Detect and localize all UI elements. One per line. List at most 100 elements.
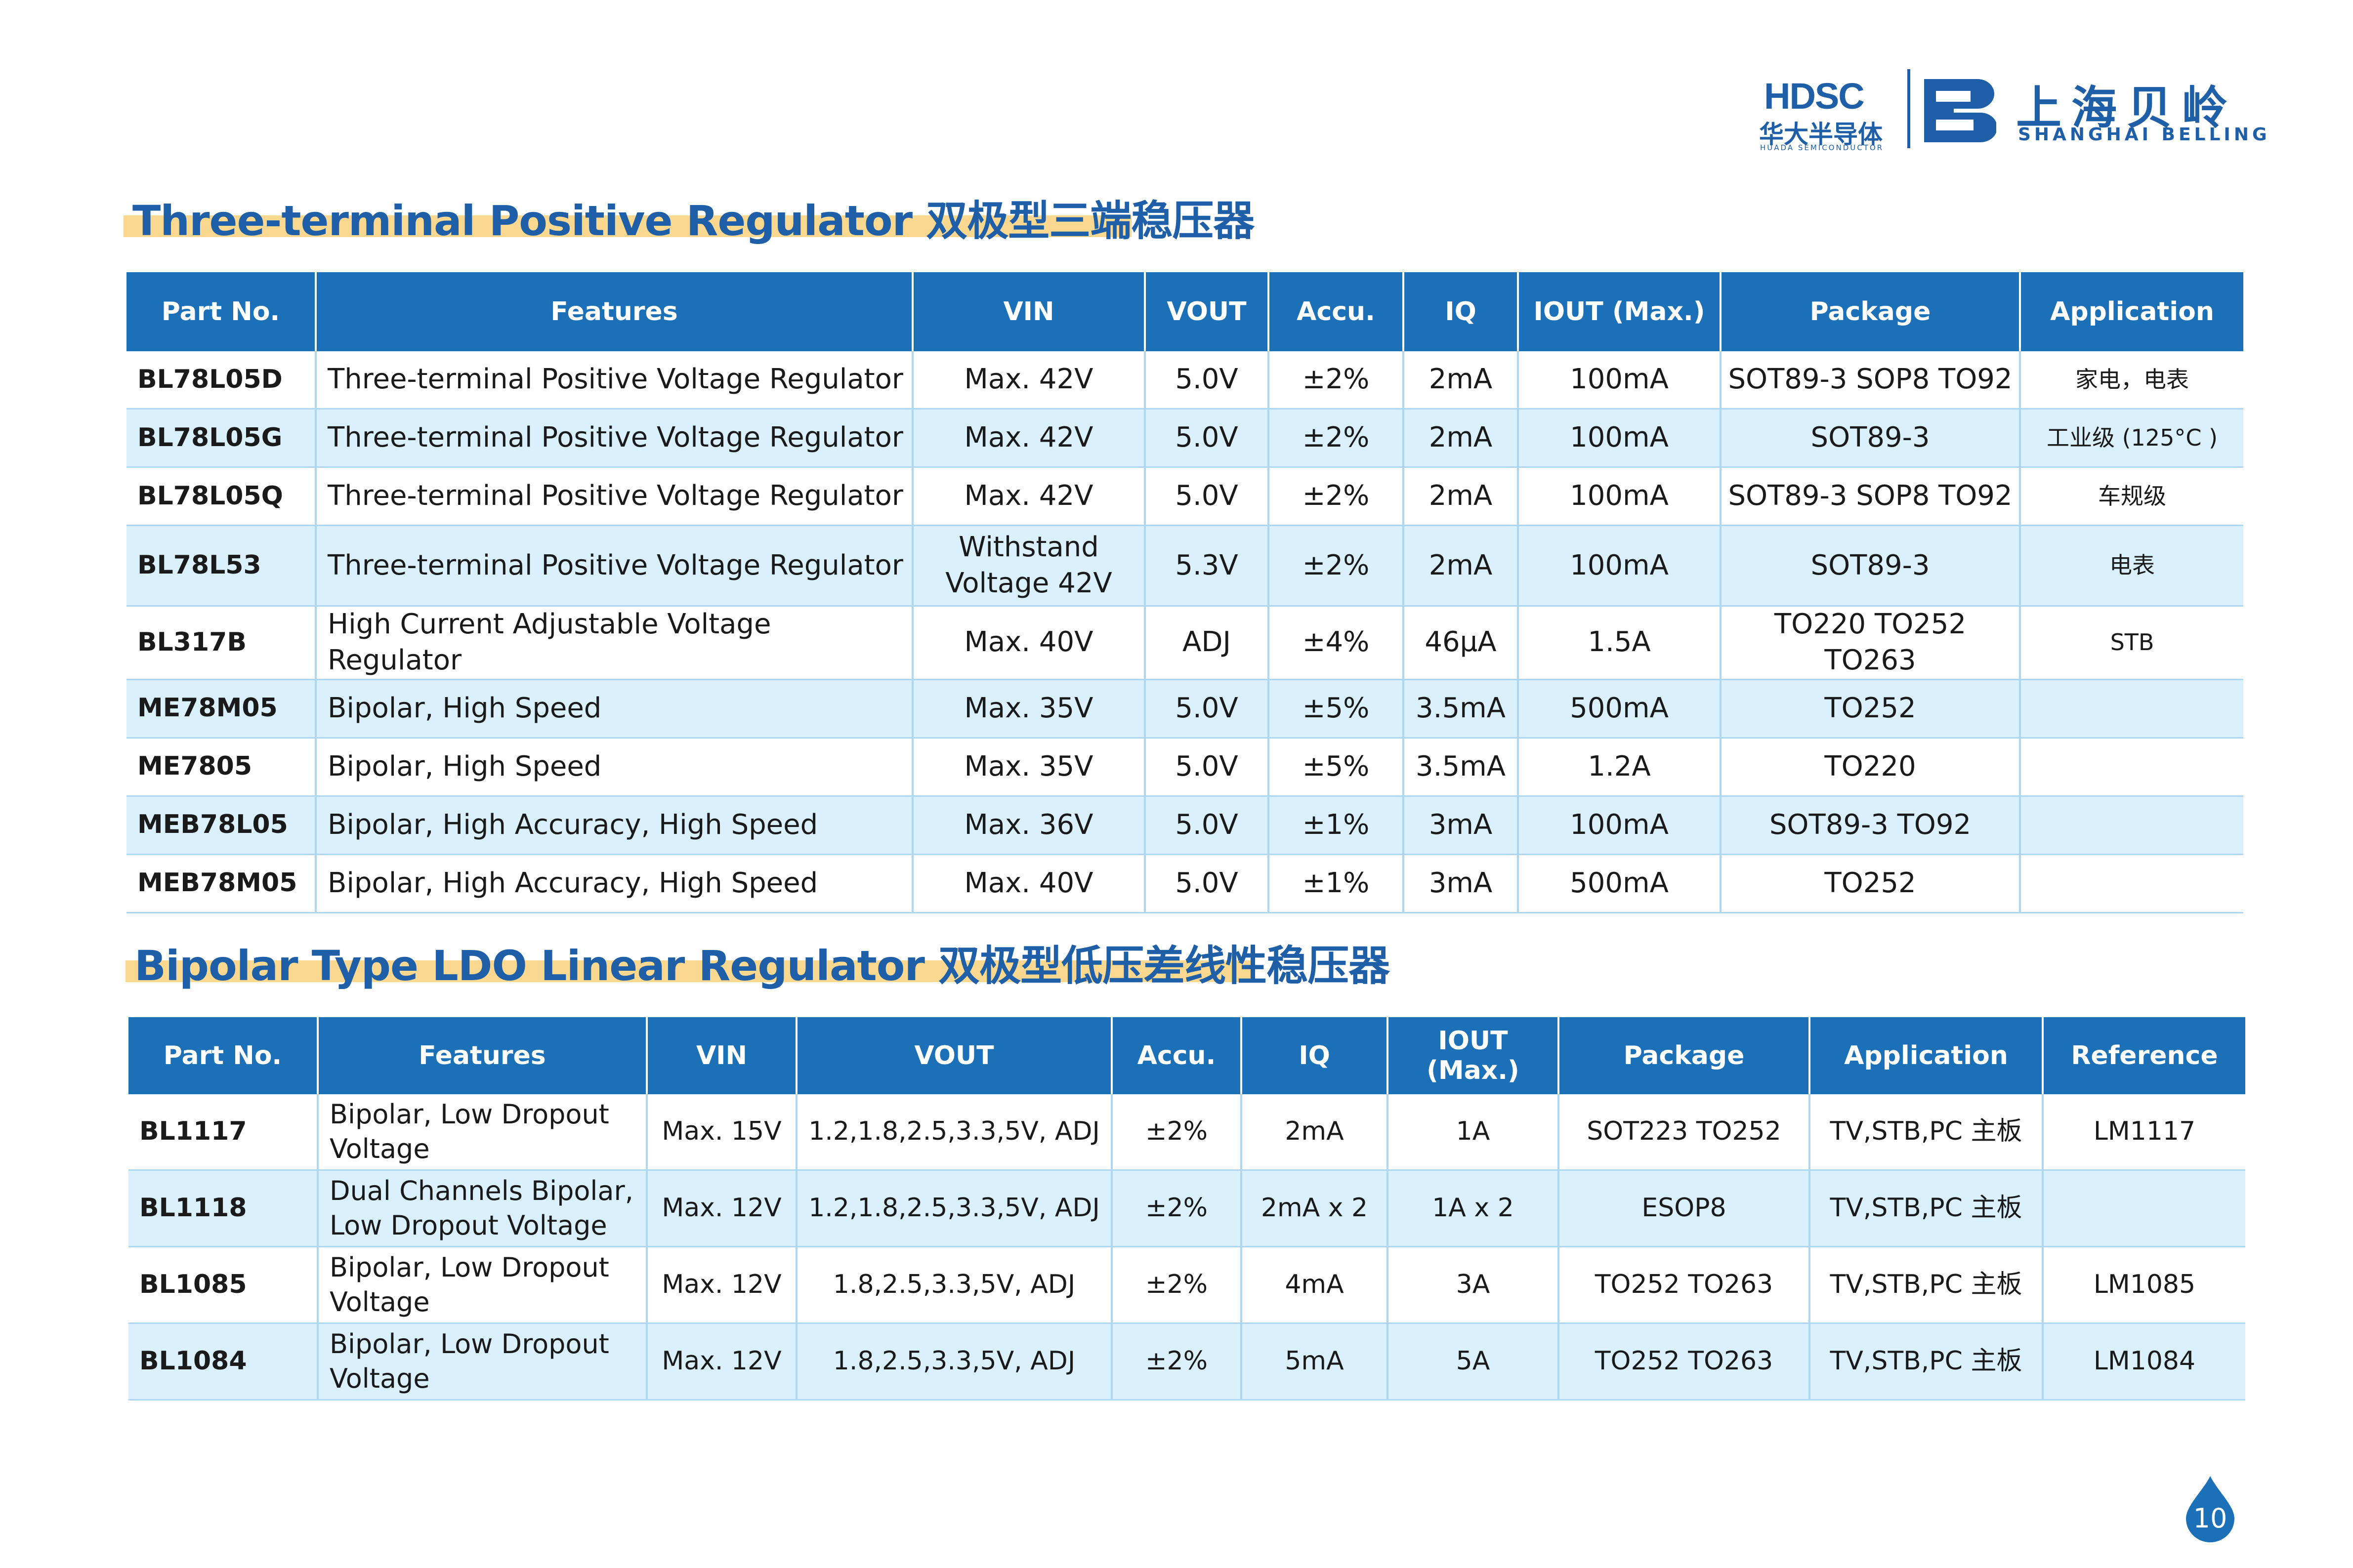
vout-cell: 5.0V: [1144, 351, 1268, 410]
part-number: BL78L53: [126, 525, 316, 607]
accuracy-cell: ±2%: [1111, 1094, 1241, 1171]
brand-logos: HDSC 华大半导体 HUADA SEMICONDUCTOR 上海贝岭 SHAN…: [1759, 69, 2267, 153]
table-row: BL1118 Dual Channels Bipolar, Low Dropou…: [128, 1170, 2245, 1247]
application-cell: STB: [2019, 606, 2243, 680]
page-number-badge: 10: [2183, 1474, 2237, 1543]
vin-cell: Max. 36V: [912, 796, 1145, 855]
part-number: BL1117: [128, 1094, 318, 1171]
accuracy-cell: ±2%: [1111, 1170, 1241, 1247]
iq-cell: 2mA: [1402, 467, 1518, 526]
features-cell: Bipolar, High Accuracy, High Speed: [315, 796, 913, 855]
part-number: ME78M05: [126, 679, 316, 739]
accuracy-cell: ±2%: [1111, 1323, 1241, 1401]
vout-cell: 5.0V: [1144, 854, 1268, 913]
column-header: Part No.: [126, 272, 316, 351]
section-title-bipolar-ldo: Bipolar Type LDO Linear Regulator 双极型低压差…: [126, 933, 1390, 990]
section-title-text: Three-terminal Positive Regulator 双极型三端稳…: [132, 197, 1255, 245]
accuracy-cell: ±2%: [1111, 1246, 1241, 1324]
column-header: VOUT: [1144, 272, 1268, 351]
column-header: IOUT (Max.): [1517, 272, 1721, 351]
belling-chinese-name: 上海贝岭: [2016, 82, 2238, 134]
table-row: BL317B High Current Adjustable Voltage R…: [126, 606, 2243, 680]
part-number: BL78L05G: [126, 409, 316, 468]
hdsc-logo: HDSC 华大半导体 HUADA SEMICONDUCTOR: [1759, 73, 1892, 152]
application-cell: TV,STB,PC 主板: [1808, 1246, 2043, 1324]
logo-divider: [1907, 69, 1910, 148]
iout-cell: 5A: [1387, 1323, 1558, 1401]
bipolar-ldo-regulator-table: Part No. Features VIN VOUT Accu. IQ IOUT…: [128, 1017, 2245, 1401]
part-number: BL78L05D: [126, 351, 316, 410]
iout-cell: 1.5A: [1517, 606, 1721, 680]
column-header: Part No.: [128, 1017, 318, 1094]
table-header-row: Part No. Features VIN VOUT Accu. IQ IOUT…: [128, 1017, 2245, 1094]
vout-cell: 5.0V: [1144, 738, 1268, 797]
column-header: VIN: [646, 1017, 797, 1094]
iq-cell: 3.5mA: [1402, 679, 1518, 739]
vin-cell: Max. 40V: [912, 854, 1145, 913]
features-cell: Bipolar, Low Dropout Voltage: [317, 1246, 647, 1324]
reference-cell: LM1084: [2042, 1323, 2245, 1401]
column-header: IQ: [1240, 1017, 1387, 1094]
column-header: VIN: [912, 272, 1145, 351]
water-drop-icon: [2186, 1476, 2234, 1542]
vin-cell: Withstand Voltage 42V: [912, 525, 1145, 607]
hdsc-english-name: HUADA SEMICONDUCTOR: [1760, 143, 1884, 152]
package-cell: TO252: [1720, 854, 2020, 913]
reference-cell: [2042, 1170, 2245, 1247]
iq-cell: 4mA: [1240, 1246, 1387, 1324]
features-cell: High Current Adjustable Voltage Regulato…: [315, 606, 913, 680]
iq-cell: 2mA x 2: [1240, 1170, 1387, 1247]
package-cell: TO252: [1720, 679, 2020, 739]
page-number: 10: [2193, 1503, 2227, 1534]
accuracy-cell: ±2%: [1267, 467, 1403, 526]
package-cell: TO220 TO252 TO263: [1720, 606, 2020, 680]
accuracy-cell: ±2%: [1267, 351, 1403, 410]
three-terminal-regulator-table: Part No. Features VIN VOUT Accu. IQ IOUT…: [126, 272, 2243, 913]
features-cell: Dual Channels Bipolar, Low Dropout Volta…: [317, 1170, 647, 1247]
accuracy-cell: ±1%: [1267, 854, 1403, 913]
iout-cell: 500mA: [1517, 679, 1721, 739]
package-cell: SOT89-3: [1720, 409, 2020, 468]
iq-cell: 46μA: [1402, 606, 1518, 680]
table-header-row: Part No. Features VIN VOUT Accu. IQ IOUT…: [126, 272, 2243, 351]
iout-cell: 100mA: [1517, 409, 1721, 468]
accuracy-cell: ±5%: [1267, 738, 1403, 797]
vout-cell: 5.0V: [1144, 467, 1268, 526]
iq-cell: 2mA: [1402, 409, 1518, 468]
column-header: Application: [2019, 272, 2243, 351]
column-header: Application: [1808, 1017, 2043, 1094]
column-header: Package: [1720, 272, 2020, 351]
package-cell: SOT89-3 SOP8 TO92: [1720, 467, 2020, 526]
application-cell: TV,STB,PC 主板: [1808, 1323, 2043, 1401]
features-cell: Three-terminal Positive Voltage Regulato…: [315, 525, 913, 607]
vout-cell: 1.8,2.5,3.3,5V, ADJ: [796, 1246, 1112, 1324]
iq-cell: 2mA: [1402, 351, 1518, 410]
iq-cell: 2mA: [1402, 525, 1518, 607]
iout-cell: 1.2A: [1517, 738, 1721, 797]
table-row: BL1084 Bipolar, Low Dropout Voltage Max.…: [128, 1323, 2245, 1401]
table-row: MEB78L05 Bipolar, High Accuracy, High Sp…: [126, 796, 2243, 855]
application-cell: 家电，电表: [2019, 351, 2243, 410]
application-cell: TV,STB,PC 主板: [1808, 1094, 2043, 1171]
table-row: MEB78M05 Bipolar, High Accuracy, High Sp…: [126, 854, 2243, 913]
vout-cell: 1.2,1.8,2.5,3.3,5V, ADJ: [796, 1094, 1112, 1171]
iout-cell: 3A: [1387, 1246, 1558, 1324]
part-number: BL1085: [128, 1246, 318, 1324]
column-header: VOUT: [796, 1017, 1112, 1094]
iout-cell: 500mA: [1517, 854, 1721, 913]
application-cell: [2019, 679, 2243, 739]
features-cell: Bipolar, Low Dropout Voltage: [317, 1094, 647, 1171]
part-number: BL78L05Q: [126, 467, 316, 526]
vout-cell: 1.8,2.5,3.3,5V, ADJ: [796, 1323, 1112, 1401]
features-cell: Bipolar, High Accuracy, High Speed: [315, 854, 913, 913]
package-cell: ESOP8: [1557, 1170, 1809, 1247]
belling-english-name: SHANGHAI BELLING: [2018, 124, 2270, 145]
column-header: Package: [1557, 1017, 1809, 1094]
part-number: MEB78L05: [126, 796, 316, 855]
application-cell: TV,STB,PC 主板: [1808, 1170, 2043, 1247]
vout-cell: 5.0V: [1144, 796, 1268, 855]
features-cell: Three-terminal Positive Voltage Regulato…: [315, 351, 913, 410]
column-header: Features: [317, 1017, 647, 1094]
reference-cell: LM1085: [2042, 1246, 2245, 1324]
vin-cell: Max. 12V: [646, 1170, 797, 1247]
